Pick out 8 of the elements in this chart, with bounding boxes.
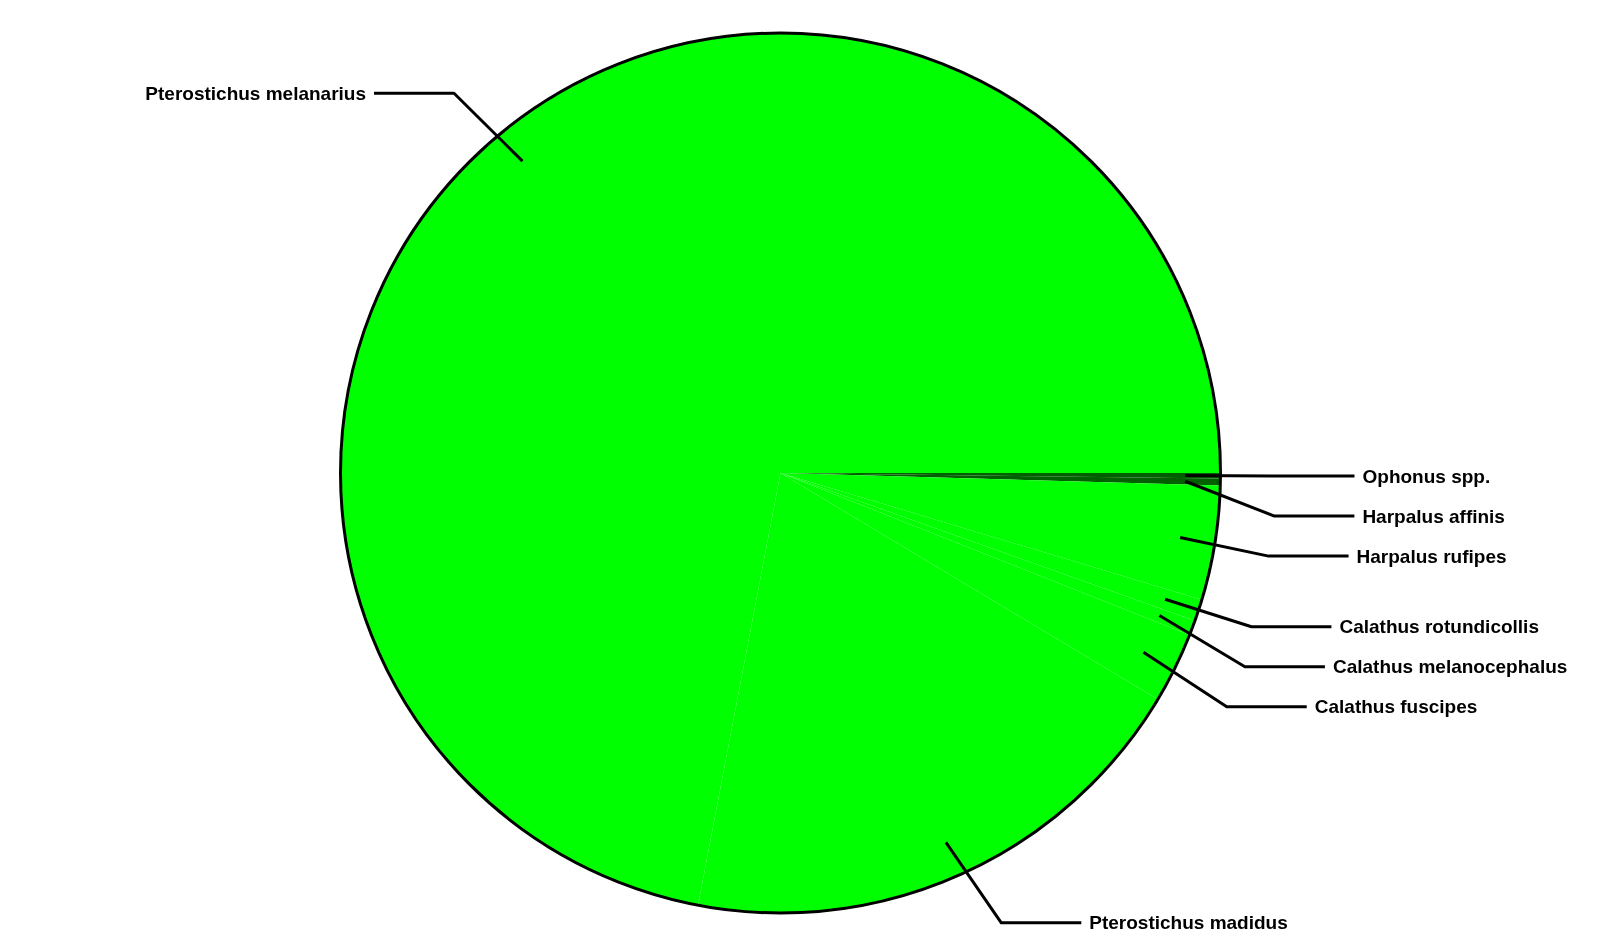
slice-label: Harpalus rufipes	[1356, 545, 1507, 567]
slice-label: Calathus fuscipes	[1314, 696, 1478, 718]
slice-label: Ophonus spp.	[1362, 465, 1491, 487]
slice-label: Pterostichus madidus	[1089, 912, 1288, 934]
slice-label: Harpalus affinis	[1362, 505, 1505, 527]
slice-label: Pterostichus melanarius	[145, 82, 367, 104]
slice-label: Calathus rotundicollis	[1339, 616, 1539, 638]
slice-label: Calathus melanocephalus	[1332, 656, 1568, 678]
